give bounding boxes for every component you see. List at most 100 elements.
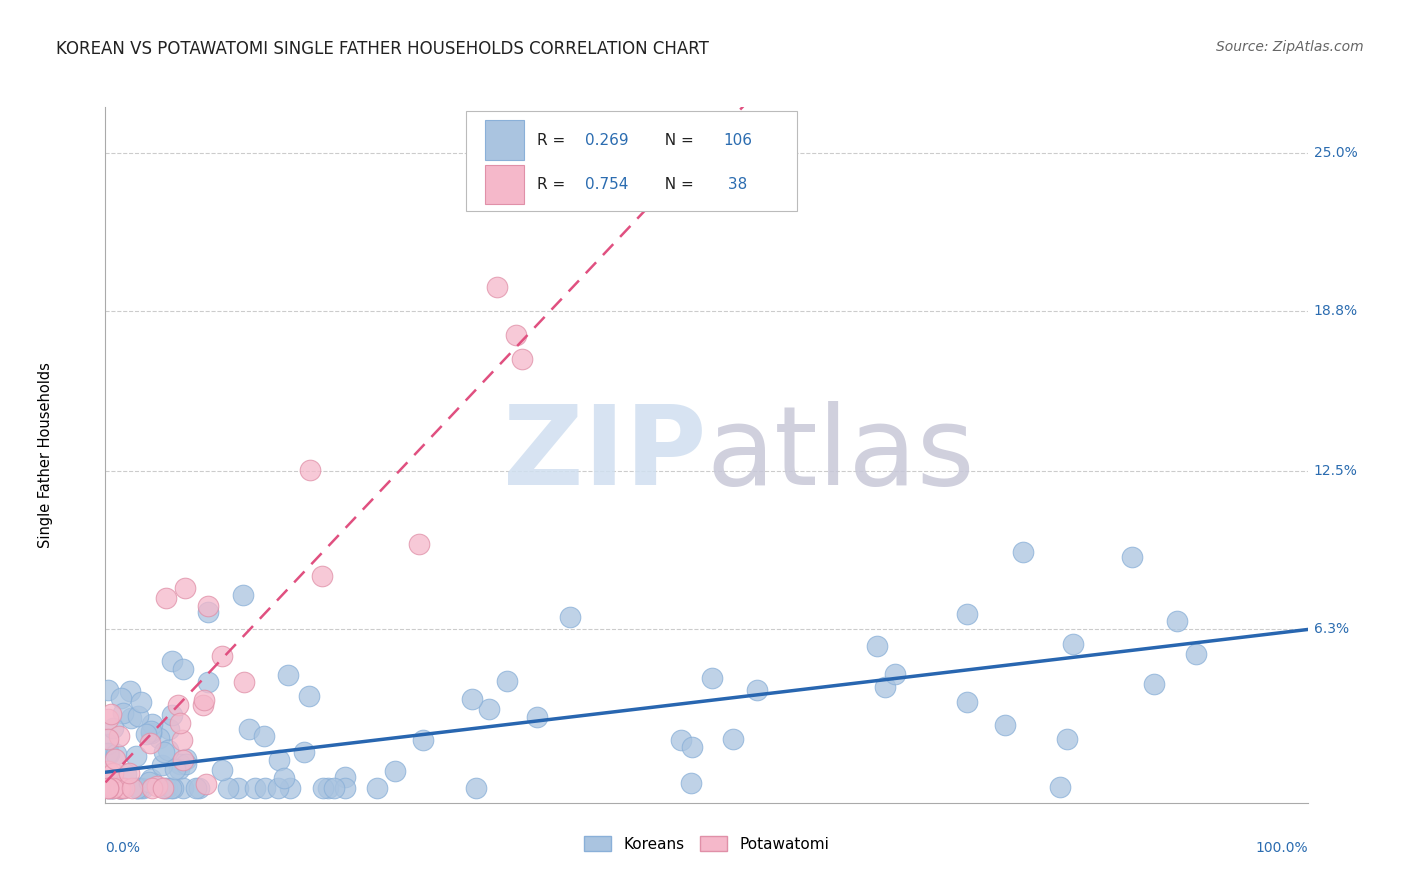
- Point: [97, 737, 120, 751]
- FancyBboxPatch shape: [485, 120, 524, 161]
- Point: [299, 463, 322, 477]
- Point: [700, 671, 723, 685]
- Point: [101, 765, 124, 780]
- Point: [110, 780, 132, 795]
- Point: [1062, 638, 1084, 652]
- Point: [139, 772, 162, 787]
- Point: [232, 589, 254, 603]
- Text: 106: 106: [723, 133, 752, 148]
- Point: [97, 780, 120, 795]
- Text: Source: ZipAtlas.com: Source: ZipAtlas.com: [1216, 40, 1364, 54]
- Point: [526, 710, 548, 724]
- Point: [172, 662, 194, 676]
- Point: [211, 763, 233, 777]
- Point: [193, 698, 215, 712]
- Point: [157, 722, 180, 736]
- Text: ZIP: ZIP: [503, 401, 707, 508]
- Text: R =: R =: [537, 177, 571, 192]
- Point: [139, 726, 162, 740]
- Point: [883, 667, 905, 681]
- Point: [505, 327, 527, 342]
- Point: [1012, 545, 1035, 559]
- Point: [993, 718, 1015, 732]
- Point: [311, 568, 333, 582]
- Point: [141, 717, 163, 731]
- Point: [100, 780, 122, 795]
- Point: [125, 749, 148, 764]
- Point: [97, 778, 120, 792]
- Point: [197, 599, 219, 613]
- Point: [139, 736, 162, 750]
- Point: [194, 777, 217, 791]
- Point: [211, 649, 233, 664]
- Point: [172, 732, 194, 747]
- Point: [141, 723, 163, 738]
- Point: [156, 780, 179, 795]
- Point: [162, 780, 184, 795]
- Point: [118, 766, 141, 780]
- Point: [873, 681, 896, 695]
- Point: [292, 745, 315, 759]
- Point: [104, 747, 127, 761]
- FancyBboxPatch shape: [465, 111, 797, 211]
- Point: [956, 694, 979, 708]
- Point: [97, 764, 120, 779]
- Point: [217, 780, 239, 795]
- Point: [173, 581, 195, 595]
- Point: [278, 780, 301, 795]
- Point: [160, 707, 183, 722]
- Point: [169, 715, 191, 730]
- Point: [478, 701, 501, 715]
- Point: [273, 771, 295, 785]
- Point: [152, 780, 174, 795]
- Point: [408, 537, 430, 551]
- Text: N =: N =: [655, 177, 699, 192]
- Point: [108, 780, 131, 795]
- Point: [120, 711, 142, 725]
- Point: [197, 605, 219, 619]
- Point: [485, 280, 508, 294]
- Point: [253, 780, 276, 795]
- Point: [127, 780, 149, 795]
- Point: [384, 764, 406, 778]
- Point: [333, 780, 356, 795]
- Point: [101, 780, 124, 795]
- Point: [721, 732, 744, 747]
- Point: [148, 731, 170, 745]
- Text: 0.269: 0.269: [585, 133, 628, 148]
- Point: [111, 706, 134, 720]
- Point: [243, 780, 266, 795]
- Point: [159, 780, 181, 795]
- Point: [160, 654, 183, 668]
- Point: [156, 743, 179, 757]
- Point: [97, 774, 120, 789]
- Text: 100.0%: 100.0%: [1256, 841, 1308, 855]
- Point: [97, 731, 120, 746]
- Point: [135, 727, 157, 741]
- Point: [97, 683, 120, 698]
- Point: [233, 675, 256, 690]
- Point: [150, 758, 173, 772]
- Text: 38: 38: [723, 177, 748, 192]
- Point: [266, 780, 288, 795]
- Point: [174, 752, 197, 766]
- Point: [1166, 615, 1188, 629]
- Point: [104, 752, 127, 766]
- Point: [97, 780, 120, 795]
- Point: [610, 181, 633, 195]
- Point: [129, 780, 152, 795]
- FancyBboxPatch shape: [485, 165, 524, 204]
- Point: [464, 780, 486, 795]
- Text: Single Father Households: Single Father Households: [38, 362, 53, 548]
- Point: [141, 780, 163, 795]
- Legend: Koreans, Potawatomi: Koreans, Potawatomi: [578, 830, 835, 858]
- Point: [108, 780, 131, 795]
- Point: [366, 780, 388, 795]
- Point: [112, 780, 135, 795]
- Point: [681, 739, 703, 754]
- Point: [97, 747, 120, 762]
- Point: [745, 683, 768, 698]
- Point: [176, 757, 198, 772]
- Point: [110, 691, 132, 706]
- Point: [110, 780, 132, 795]
